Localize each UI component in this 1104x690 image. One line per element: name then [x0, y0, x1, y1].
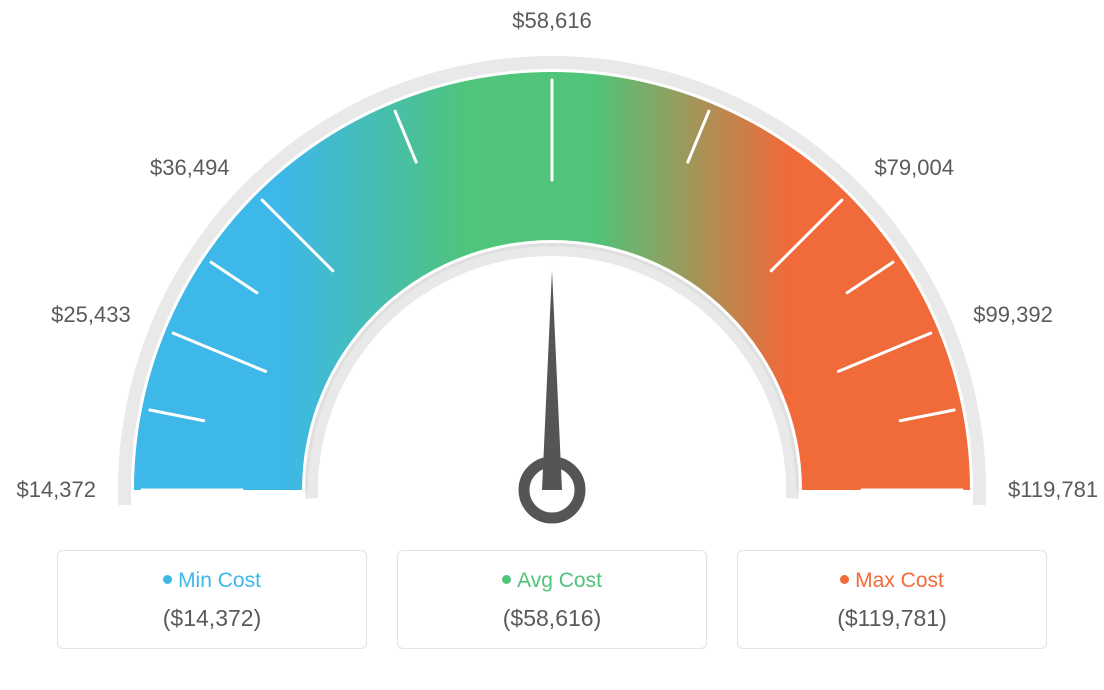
legend-title-min: Min Cost	[58, 569, 366, 593]
legend-card-min: Min Cost ($14,372)	[57, 550, 367, 649]
legend-row: Min Cost ($14,372) Avg Cost ($58,616) Ma…	[20, 550, 1084, 649]
gauge-svg	[20, 20, 1084, 530]
legend-card-avg: Avg Cost ($58,616)	[397, 550, 707, 649]
legend-value-max: ($119,781)	[738, 605, 1046, 632]
gauge-tick-label: $36,494	[150, 155, 230, 181]
legend-title-max: Max Cost	[738, 569, 1046, 593]
gauge-tick-label: $58,616	[512, 8, 592, 34]
legend-value-avg: ($58,616)	[398, 605, 706, 632]
dot-icon	[163, 575, 172, 584]
legend-title-avg: Avg Cost	[398, 569, 706, 593]
legend-title-text: Avg Cost	[517, 569, 602, 592]
gauge-tick-label: $79,004	[874, 155, 954, 181]
gauge-tick-label: $99,392	[973, 302, 1053, 328]
legend-title-text: Min Cost	[178, 569, 261, 592]
gauge-tick-label: $14,372	[16, 477, 96, 503]
gauge-tick-label: $119,781	[1008, 477, 1098, 503]
dot-icon	[840, 575, 849, 584]
gauge-tick-label: $25,433	[51, 302, 131, 328]
gauge-chart: $14,372$25,433$36,494$58,616$79,004$99,3…	[20, 20, 1084, 530]
dot-icon	[502, 575, 511, 584]
legend-title-text: Max Cost	[855, 569, 944, 592]
legend-card-max: Max Cost ($119,781)	[737, 550, 1047, 649]
legend-value-min: ($14,372)	[58, 605, 366, 632]
